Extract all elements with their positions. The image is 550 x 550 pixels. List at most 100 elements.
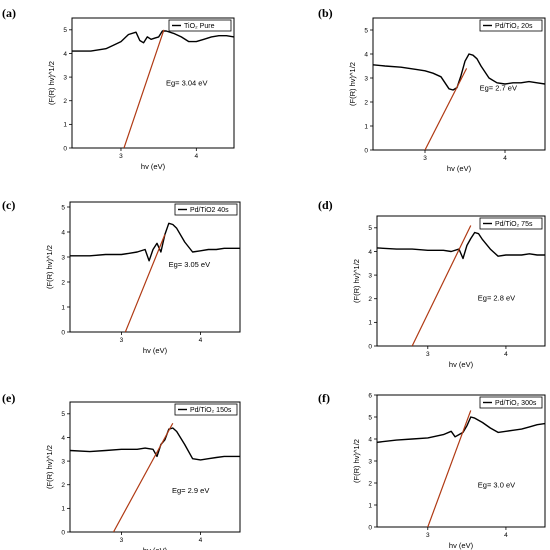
chart-panel: (a) 0 1 2 3 4 5 3 4 hv (eV) (F(R) hv)^1/2 TiO₂ Pure… (0, 0, 240, 171)
y-tick-label: 5 (364, 27, 368, 34)
plot-frame (376, 215, 546, 347)
tangent-fit-line (124, 234, 166, 332)
y-tick-label: 4 (364, 51, 368, 58)
tangent-fit-line (411, 225, 472, 346)
x-tick-label: 4 (195, 153, 199, 160)
legend-label: Pd/TiO2 40s (190, 207, 229, 214)
x-tick-label: 4 (504, 532, 508, 539)
chart-panel: (d) 0 1 2 3 4 5 3 4 hv (eV) (F(R) hv)^1/2 Pd/TiO₂ 7… (310, 192, 550, 369)
band-gap-annotation: Eg= 2.8 eV (478, 294, 515, 303)
y-tick-label: 2 (63, 98, 67, 105)
tangent-fit-line (424, 68, 468, 150)
y-tick-label: 5 (63, 27, 67, 34)
y-tick-label: 1 (368, 502, 372, 509)
y-tick-label: 3 (61, 458, 65, 465)
panel-label: (a) (2, 6, 16, 20)
y-tick-label: 0 (61, 329, 65, 336)
legend-label: Pd/TiO₂ 75s (495, 221, 533, 228)
data-series-line (373, 53, 545, 91)
legend-label: Pd/TiO₂ 300s (495, 400, 537, 407)
band-gap-annotation: Eg= 3.05 eV (169, 260, 211, 269)
x-tick-label: 4 (503, 155, 507, 162)
legend-label: TiO₂ Pure (184, 23, 215, 30)
legend-box (479, 19, 543, 32)
chart-svg: 0 1 2 3 4 5 3 4 hv (eV) (F(R) hv)^1/2 Pd/TiO2 40s E… (45, 201, 241, 355)
y-tick-label: 5 (61, 204, 65, 211)
x-tick-label: 4 (504, 351, 508, 358)
x-tick-label: 3 (426, 351, 430, 358)
data-series-line (377, 231, 545, 260)
panel-label: (b) (318, 6, 333, 20)
tangent-fit-line (112, 422, 174, 532)
y-tick-label: 3 (61, 254, 65, 261)
chart-panel: (f) 0 1 2 3 4 5 6 3 4 hv (eV) (F(R) hv)^1/2 Pd/TiO₂ … (310, 385, 550, 550)
x-axis-title: hv (eV) (143, 346, 168, 355)
y-axis-title: (F(R) hv)^1/2 (47, 61, 56, 105)
legend-label: Pd/TiO₂ 20s (495, 23, 533, 30)
panel-label: (e) (2, 391, 16, 405)
legend-box (479, 396, 543, 409)
band-gap-annotation: Eg= 3.0 eV (478, 480, 515, 489)
chart-panel: (b) 0 1 2 3 4 5 3 4 hv (eV) (F(R) hv)^1/2 Pd/TiO₂ 2… (310, 0, 550, 173)
x-axis-title: hv (eV) (449, 541, 474, 550)
chart-svg: 0 1 2 3 4 5 3 4 hv (eV) (F(R) hv)^1/2 TiO₂ Pure Eg=… (47, 17, 235, 171)
x-tick-label: 4 (199, 337, 203, 344)
legend-box (174, 403, 238, 416)
y-tick-label: 2 (368, 480, 372, 487)
y-tick-label: 1 (61, 304, 65, 311)
legend-box (479, 217, 543, 230)
x-tick-label: 3 (426, 532, 430, 539)
tangent-fit-line (427, 410, 472, 527)
y-tick-label: 1 (61, 506, 65, 513)
chart-panel: (c) 0 1 2 3 4 5 3 4 hv (eV) (F(R) hv)^1/2 Pd/TiO2 4… (0, 192, 241, 357)
y-tick-label: 0 (63, 145, 67, 152)
x-tick-label: 3 (423, 155, 427, 162)
chart-svg: 0 1 2 3 4 5 3 4 hv (eV) (F(R) hv)^1/2 Pd/TiO₂ 75s E… (352, 215, 546, 369)
x-axis-title: hv (eV) (449, 360, 474, 369)
y-tick-label: 0 (368, 343, 372, 350)
y-tick-label: 2 (364, 99, 368, 106)
legend: Pd/TiO₂ 75s (479, 217, 543, 230)
y-tick-label: 6 (368, 392, 372, 399)
y-axis-title: (F(R) hv)^1/2 (348, 62, 357, 106)
y-tick-label: 3 (364, 75, 368, 82)
x-tick-label: 4 (199, 537, 203, 544)
chart-svg: 0 1 2 3 4 5 3 4 hv (eV) (F(R) hv)^1/2 Pd/TiO₂ 20s E… (348, 17, 546, 173)
data-series-line (377, 416, 545, 443)
x-axis-title: hv (eV) (141, 162, 166, 171)
y-axis-title: (F(R) hv)^1/2 (352, 259, 361, 303)
chart-svg: 0 1 2 3 4 5 6 3 4 hv (eV) (F(R) hv)^1/2 Pd/TiO₂ 300… (352, 392, 546, 550)
legend: TiO₂ Pure (168, 19, 232, 32)
legend: Pd/TiO₂ 150s (174, 403, 238, 416)
tangent-fit-line (123, 29, 165, 148)
plot-frame (69, 401, 241, 533)
y-tick-label: 5 (368, 225, 372, 232)
band-gap-annotation: Eg= 3.04 eV (166, 79, 208, 88)
y-tick-label: 3 (368, 272, 372, 279)
data-series-line (72, 30, 234, 52)
panel-label: (f) (318, 391, 330, 405)
y-tick-label: 3 (63, 74, 67, 81)
band-gap-annotation: Eg= 2.9 eV (172, 486, 209, 495)
legend-box (168, 19, 232, 32)
y-tick-label: 1 (63, 122, 67, 129)
y-tick-label: 0 (61, 529, 65, 536)
y-tick-label: 5 (368, 414, 372, 421)
x-tick-label: 3 (120, 337, 124, 344)
y-tick-label: 1 (364, 123, 368, 130)
x-tick-label: 3 (119, 153, 123, 160)
y-tick-label: 1 (368, 320, 372, 327)
legend-label: Pd/TiO₂ 150s (190, 407, 232, 414)
y-axis-title: (F(R) hv)^1/2 (45, 245, 54, 289)
y-tick-label: 4 (61, 435, 65, 442)
x-tick-label: 3 (120, 537, 124, 544)
y-tick-label: 0 (364, 147, 368, 154)
plot-frame (69, 201, 241, 333)
plot-frame (71, 17, 235, 149)
panel-label: (d) (318, 198, 333, 212)
panel-label: (c) (2, 198, 16, 212)
y-axis-title: (F(R) hv)^1/2 (45, 445, 54, 489)
